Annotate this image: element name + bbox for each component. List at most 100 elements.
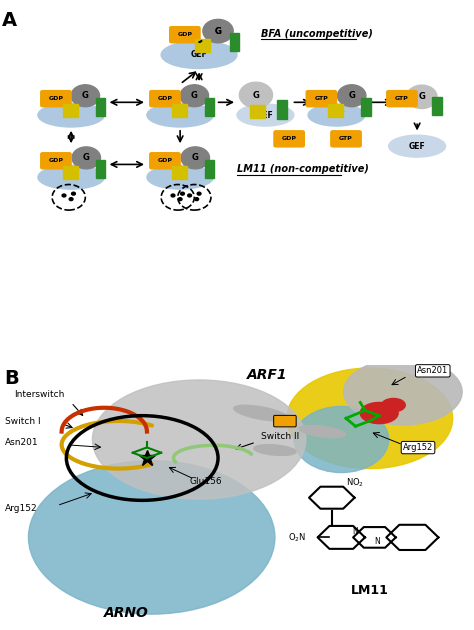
Circle shape — [382, 399, 405, 412]
Text: Switch II: Switch II — [261, 432, 299, 442]
Bar — [289, 479, 469, 625]
Ellipse shape — [344, 359, 462, 425]
Circle shape — [239, 82, 273, 108]
Text: Arg152: Arg152 — [5, 504, 37, 513]
FancyBboxPatch shape — [387, 91, 417, 106]
Text: GDP: GDP — [157, 158, 173, 163]
Ellipse shape — [38, 103, 104, 127]
Text: Asn201: Asn201 — [5, 438, 38, 447]
Bar — [205, 159, 214, 178]
Text: ARF1: ARF1 — [246, 368, 287, 382]
Circle shape — [181, 192, 184, 195]
FancyBboxPatch shape — [170, 26, 200, 43]
Text: G: G — [419, 93, 425, 101]
Text: G: G — [192, 153, 199, 163]
Text: Interswitch: Interswitch — [14, 390, 64, 399]
Bar — [172, 104, 187, 117]
Text: GEF: GEF — [257, 111, 274, 120]
Circle shape — [171, 194, 175, 197]
Circle shape — [72, 147, 100, 169]
Text: N: N — [374, 537, 380, 546]
Circle shape — [181, 147, 210, 169]
Circle shape — [71, 85, 100, 106]
Text: Asn201: Asn201 — [417, 366, 448, 375]
Ellipse shape — [287, 368, 453, 469]
Bar — [96, 159, 105, 178]
Bar — [250, 105, 265, 118]
Bar — [361, 98, 371, 116]
Text: G: G — [348, 91, 355, 100]
Text: GEF: GEF — [63, 111, 80, 120]
Circle shape — [337, 85, 366, 106]
Circle shape — [407, 85, 437, 108]
Text: G: G — [215, 26, 221, 35]
Ellipse shape — [38, 165, 104, 189]
Ellipse shape — [237, 104, 294, 126]
Text: GEF: GEF — [409, 142, 426, 151]
Bar — [328, 104, 343, 117]
Circle shape — [178, 198, 182, 200]
Text: GEF: GEF — [63, 173, 80, 181]
Text: GDP: GDP — [48, 158, 64, 163]
Ellipse shape — [147, 103, 213, 127]
Text: B: B — [4, 369, 18, 388]
Text: GTP: GTP — [395, 96, 409, 101]
FancyBboxPatch shape — [41, 152, 71, 169]
Ellipse shape — [28, 461, 275, 614]
Ellipse shape — [92, 380, 306, 499]
Text: GTP: GTP — [339, 136, 353, 141]
Circle shape — [69, 198, 73, 200]
Text: Switch I: Switch I — [5, 416, 40, 426]
Circle shape — [188, 194, 191, 197]
Text: GDP: GDP — [48, 96, 64, 101]
Text: GEF: GEF — [191, 50, 208, 59]
Bar — [195, 39, 210, 52]
Text: G: G — [215, 26, 221, 35]
Text: GEF: GEF — [328, 111, 345, 120]
Text: ARNO: ARNO — [104, 606, 149, 620]
Circle shape — [360, 403, 398, 423]
Bar — [172, 166, 187, 179]
Text: Glu156: Glu156 — [190, 478, 222, 486]
FancyBboxPatch shape — [150, 152, 180, 169]
Circle shape — [203, 20, 233, 43]
Circle shape — [72, 192, 75, 195]
Ellipse shape — [147, 165, 213, 189]
Bar — [63, 166, 78, 179]
Circle shape — [195, 198, 199, 200]
Bar — [63, 104, 78, 117]
Text: GEF: GEF — [172, 111, 189, 120]
FancyBboxPatch shape — [274, 131, 304, 147]
Text: GEF: GEF — [172, 173, 189, 181]
Bar — [432, 97, 442, 115]
FancyBboxPatch shape — [331, 131, 361, 147]
Text: NO$_2$: NO$_2$ — [346, 477, 365, 490]
Text: GDP: GDP — [157, 96, 173, 101]
Bar — [277, 100, 287, 118]
Ellipse shape — [308, 104, 365, 126]
Text: A: A — [2, 11, 18, 30]
Text: G: G — [82, 91, 89, 100]
Text: LM11: LM11 — [351, 584, 389, 597]
Text: GDP: GDP — [282, 136, 297, 141]
Ellipse shape — [294, 406, 389, 472]
FancyBboxPatch shape — [41, 91, 71, 106]
Bar — [230, 33, 239, 51]
FancyBboxPatch shape — [150, 91, 180, 106]
Text: N: N — [353, 527, 358, 536]
Ellipse shape — [234, 405, 288, 421]
Ellipse shape — [389, 135, 446, 157]
Ellipse shape — [254, 445, 296, 455]
Text: Arg152: Arg152 — [403, 443, 433, 452]
Bar — [96, 98, 105, 116]
Text: G: G — [253, 91, 259, 100]
Text: O$_2$N: O$_2$N — [288, 531, 306, 544]
Text: LM11 (non-competitive): LM11 (non-competitive) — [237, 164, 369, 174]
Ellipse shape — [161, 41, 237, 69]
Text: G: G — [191, 91, 198, 100]
Text: GDP: GDP — [177, 32, 192, 37]
Text: GTP: GTP — [314, 96, 328, 101]
Circle shape — [180, 85, 209, 106]
Circle shape — [62, 194, 66, 197]
Text: GDP: GDP — [275, 416, 295, 426]
